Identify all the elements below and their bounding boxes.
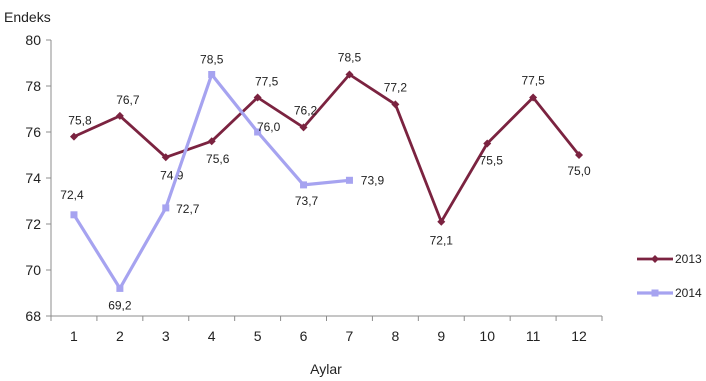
- data-label: 72,4: [60, 188, 84, 202]
- x-tick-label: 4: [208, 328, 216, 344]
- y-axis-ticks: 68 70 72 74 76 78 80: [25, 32, 51, 324]
- x-tick-label: 1: [70, 328, 78, 344]
- data-point: [254, 128, 262, 136]
- x-axis-ticks: 1 2 3 4 5 6 7 8 9 10 11 12: [50, 316, 603, 344]
- y-tick-label: 70: [25, 262, 41, 278]
- data-label: 75,6: [206, 152, 230, 166]
- data-label: 77,5: [255, 75, 279, 89]
- data-label: 73,9: [361, 173, 385, 187]
- x-tick-label: 11: [526, 328, 541, 344]
- data-label: 75,0: [567, 164, 591, 178]
- series-layer: 75,876,774,975,677,576,278,577,272,175,5…: [60, 51, 591, 313]
- data-label: 78,5: [200, 53, 224, 67]
- legend-label: 2014: [675, 286, 702, 300]
- data-point: [253, 93, 262, 102]
- y-tick-label: 76: [25, 124, 41, 140]
- data-label: 75,5: [480, 154, 504, 168]
- data-point: [437, 217, 446, 226]
- y-tick-label: 72: [25, 216, 41, 232]
- data-label: 78,5: [338, 51, 362, 65]
- data-point: [161, 153, 170, 162]
- data-point: [575, 151, 584, 159]
- data-point: [115, 111, 124, 120]
- x-tick-label: 8: [391, 328, 399, 344]
- x-axis-title: Aylar: [310, 361, 342, 377]
- x-tick-label: 10: [479, 328, 495, 344]
- data-point: [70, 211, 78, 219]
- y-tick-label: 80: [25, 32, 41, 48]
- data-point: [116, 284, 124, 292]
- data-label: 69,2: [108, 298, 132, 312]
- data-label: 77,2: [384, 80, 408, 94]
- x-tick-label: 9: [437, 328, 445, 344]
- legend-marker: [651, 255, 659, 263]
- data-label: 73,7: [295, 194, 319, 208]
- series-line-2013: [72, 73, 581, 224]
- data-point: [208, 71, 216, 78]
- data-label: 72,1: [430, 234, 454, 248]
- x-tick-label: 12: [571, 328, 587, 344]
- data-label: 76,0: [257, 120, 281, 134]
- legend: 2013 2014: [637, 252, 702, 300]
- x-tick-label: 5: [254, 328, 262, 344]
- data-point: [207, 137, 216, 146]
- data-label: 75,8: [68, 114, 92, 128]
- data-point: [391, 100, 400, 109]
- y-tick-label: 78: [25, 78, 41, 94]
- data-label: 77,5: [521, 74, 545, 88]
- data-point: [299, 123, 308, 132]
- data-point: [300, 181, 308, 189]
- legend-marker: [651, 289, 659, 297]
- data-point: [69, 132, 78, 141]
- series-2014: 72,4 69,2 72,7 78,5 76,0 73,7 73,9: [60, 53, 384, 313]
- x-tick-label: 2: [116, 328, 124, 344]
- y-tick-label: 74: [25, 170, 41, 186]
- data-point: [483, 139, 492, 148]
- data-label: 76,2: [294, 103, 318, 117]
- x-tick-label: 7: [346, 328, 354, 344]
- data-point: [345, 70, 354, 79]
- x-tick-label: 6: [300, 328, 308, 344]
- data-point: [345, 176, 353, 184]
- series-2013: 75,876,774,975,677,576,278,577,272,175,5…: [68, 51, 591, 248]
- data-point: [529, 93, 538, 102]
- y-axis-title: Endeks: [4, 9, 51, 25]
- data-label: 72,7: [176, 202, 200, 216]
- y-tick-label: 68: [25, 308, 41, 324]
- x-tick-label: 3: [162, 328, 170, 344]
- data-point: [162, 204, 170, 212]
- legend-label: 2013: [675, 252, 702, 266]
- data-label: 76,7: [116, 93, 140, 107]
